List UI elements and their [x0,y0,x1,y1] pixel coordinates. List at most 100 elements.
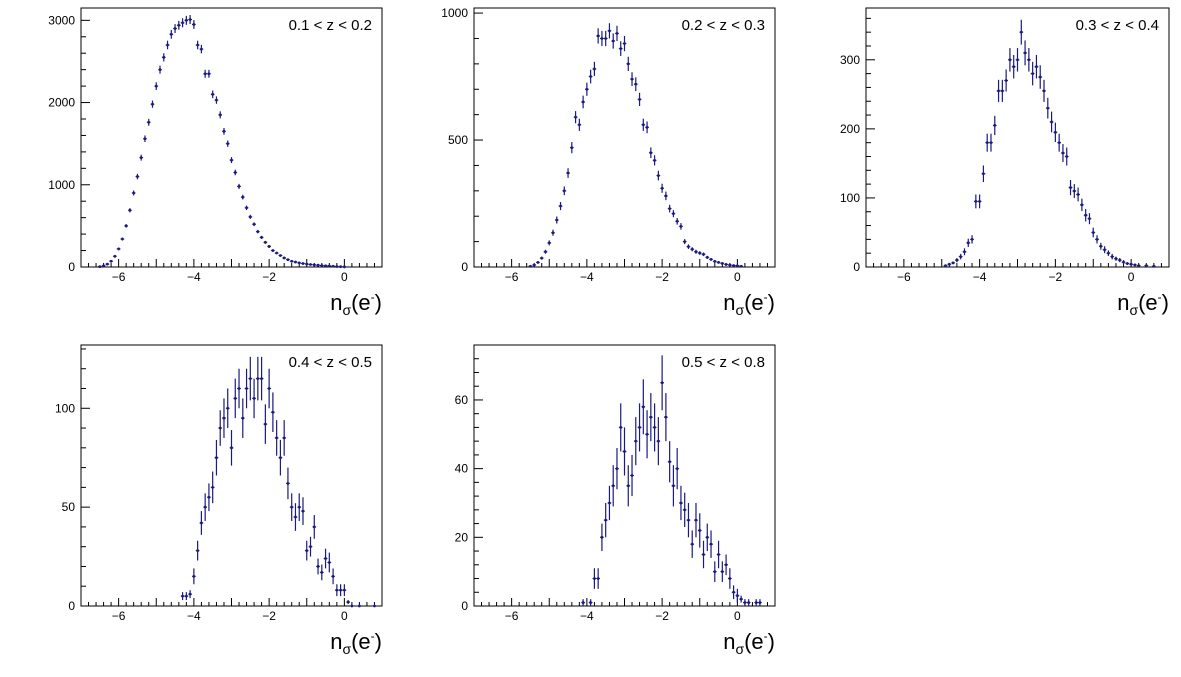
data-point [1076,187,1080,202]
data-point [1083,208,1088,222]
data-point [240,194,245,200]
y-tick-label: 100 [840,191,860,205]
data-point [1049,111,1054,133]
data-point [252,378,256,419]
point-marker [997,89,1000,93]
x-tick-label: −4 [580,609,594,623]
data-point [214,439,219,476]
point-marker [309,263,312,266]
point-marker [963,250,966,254]
data-point [724,263,728,266]
point-marker [589,75,593,78]
point-marker [978,199,982,203]
data-point [225,140,230,147]
data-point [727,263,732,267]
point-marker [728,577,732,580]
data-point [712,260,717,263]
point-marker [139,156,143,160]
point-marker [581,100,585,104]
point-marker [630,77,634,81]
point-marker [544,250,547,254]
point-marker [690,247,694,251]
data-point [1045,97,1050,119]
point-marker [203,72,207,76]
point-marker [626,62,630,66]
point-marker [305,262,309,266]
data-point [645,121,649,134]
point-marker [267,387,271,390]
data-point [690,530,695,558]
point-marker [1125,262,1129,265]
data-point [184,592,189,601]
point-marker [105,262,109,266]
data-point [566,168,570,178]
point-marker [683,508,687,512]
point-marker [1057,141,1061,145]
point-marker [98,265,102,268]
x-tick-label: −6 [112,270,126,284]
data-point [600,30,604,47]
data-point [966,238,971,247]
data-point [1026,48,1031,72]
data-point [955,258,959,263]
point-marker [679,501,683,505]
data-point [588,599,593,606]
histogram-panel-3: −6 −4 −2 0 0 100 200 300 0.3 < z < 0.4 nσ(e-) [840,7,1170,318]
point-marker [192,574,196,578]
x-tick-label: −4 [580,270,594,284]
data-point [697,513,702,548]
point-marker [120,237,124,241]
point-marker [955,258,959,262]
data-point [244,205,249,211]
point-marker [1069,186,1072,189]
point-marker [215,98,218,102]
data-point [1079,198,1084,212]
data-point [600,523,604,552]
point-marker [555,218,559,222]
point-marker [207,72,211,76]
data-point [1117,258,1122,263]
y-tick-label: 0 [461,599,468,613]
point-marker [611,484,615,488]
data-point [716,261,721,264]
data-point [735,588,740,603]
point-marker [608,29,611,33]
data-point [1019,19,1024,45]
point-marker [316,263,320,267]
y-tick-label: 0 [68,599,75,613]
data-point [743,599,747,606]
data-point [304,262,309,266]
data-point [746,599,751,606]
y-tick-label: 0 [853,260,860,274]
point-marker [358,604,361,608]
point-marker [320,264,324,267]
point-marker [675,219,679,223]
point-marker [233,396,237,400]
data-point [1129,262,1134,266]
data-point [331,568,335,585]
point-marker [540,256,544,260]
point-marker [944,264,947,268]
histogram-panel-1: −6 −4 −2 0 0 1000 2000 3000 0.1 < z < 0.2 nσ(e-) [48,7,383,318]
x-tick-label: −4 [187,609,201,623]
data-point [319,264,324,267]
data-point [316,263,320,267]
data-point [259,235,264,239]
data-point [622,427,627,476]
point-marker [559,204,562,208]
data-point [331,264,335,268]
data-point [652,155,657,166]
point-marker [664,194,668,198]
point-marker [237,387,241,390]
point-marker [1053,130,1057,134]
data-point [225,388,230,429]
data-point [278,439,283,476]
data-point [569,142,574,154]
data-point [977,194,982,209]
point-marker [211,92,215,96]
point-marker [305,549,309,553]
data-point [716,540,721,569]
data-point [697,251,702,255]
point-marker [596,577,600,580]
point-marker [128,208,132,212]
